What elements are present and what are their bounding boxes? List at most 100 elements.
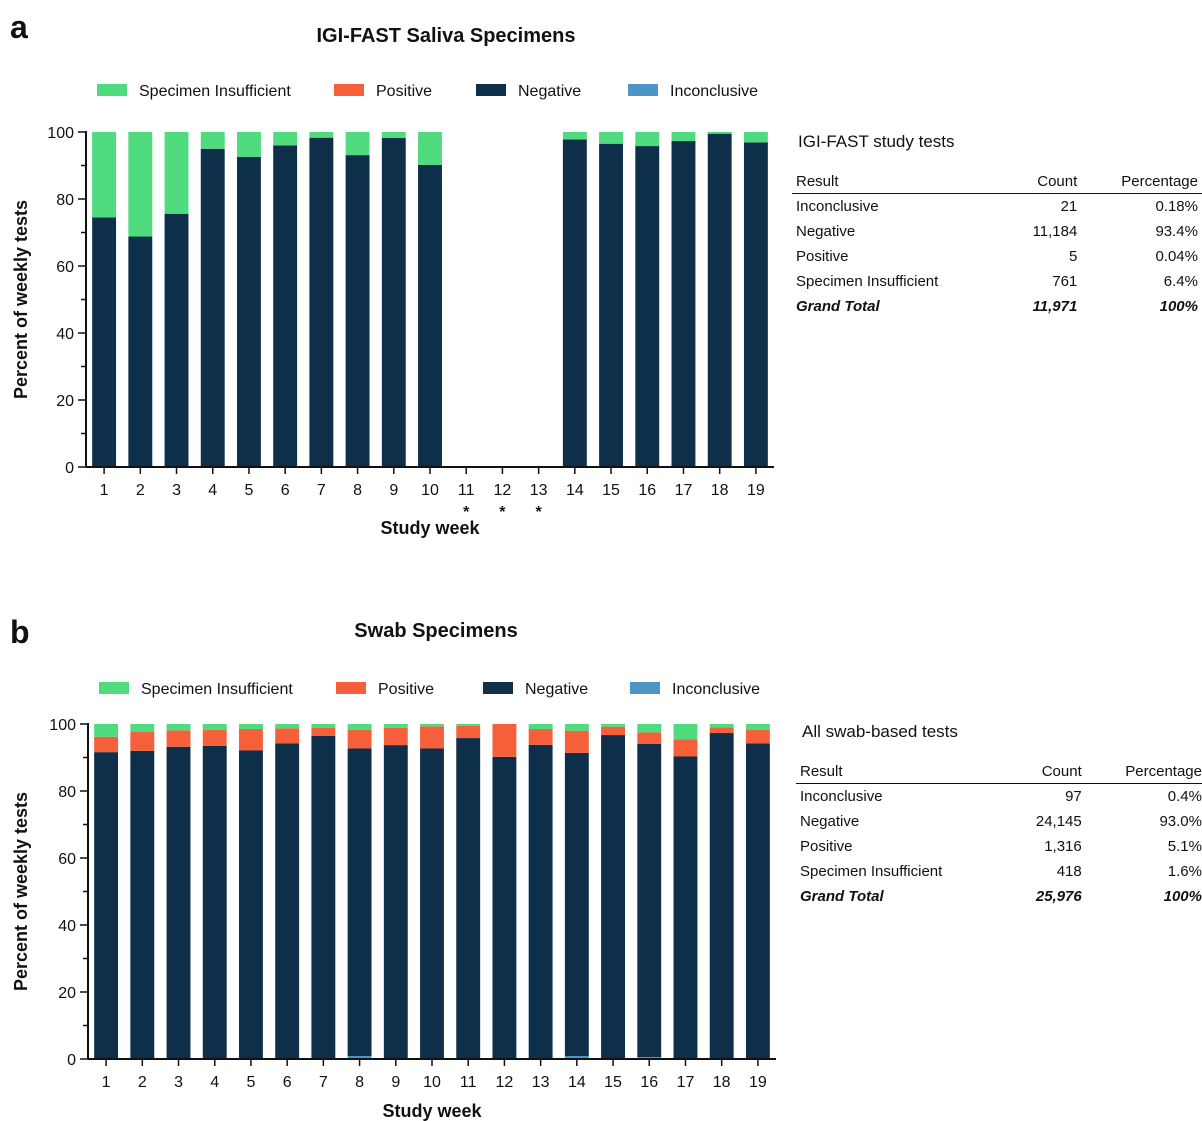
bar-segment: [564, 724, 589, 731]
bar-segment: [92, 217, 117, 467]
y-tick-label: 20: [58, 985, 76, 1002]
row-percentage: 0.04%: [1155, 248, 1198, 265]
bar-segment: [347, 748, 372, 1056]
legend-label: Inconclusive: [670, 83, 758, 100]
results-table: Result Count Percentage Inconclusive 21 …: [792, 170, 1202, 319]
x-tick-label: 19: [747, 482, 765, 499]
panel-a: a IGI-FAST Saliva Specimens Specimen Insuf…: [0, 0, 1202, 560]
table-row: Specimen Insufficient 418 1.6%: [796, 859, 1202, 884]
total-label: Grand Total: [796, 298, 880, 315]
bar-segment: [671, 132, 696, 142]
x-tick-label: 10: [423, 1074, 441, 1091]
bar-segment: [347, 730, 372, 749]
table-row: Positive 5 0.04%: [792, 244, 1202, 269]
bar-segment: [236, 156, 261, 468]
bar-segment: [528, 729, 553, 745]
row-count: 11,184: [1032, 223, 1078, 240]
y-axis-label: Percent of weekly tests: [11, 200, 31, 399]
bar-segment: [345, 132, 370, 156]
y-tick-label: 100: [47, 125, 74, 142]
table-row: Negative 24,145 93.0%: [796, 809, 1202, 834]
bar-segment: [456, 738, 481, 1059]
bar-segment: [420, 748, 444, 1059]
asterisk-note: *: [499, 504, 506, 521]
bar-segment: [673, 739, 698, 757]
x-tick-label: 9: [389, 482, 398, 499]
x-tick-label: 8: [353, 482, 362, 499]
x-tick-label: 11: [458, 482, 475, 499]
bar-segment: [599, 143, 624, 467]
bar-segment: [420, 724, 444, 727]
y-tick-label: 80: [58, 784, 76, 801]
chart-title: IGI-FAST Saliva Specimens: [317, 25, 576, 47]
bar-segment: [456, 724, 481, 727]
x-tick-label: 16: [638, 482, 656, 499]
x-axis-label: Study week: [382, 1101, 482, 1121]
x-axis-label: Study week: [380, 518, 480, 538]
bar-segment: [637, 1056, 662, 1059]
bar-segment: [599, 132, 624, 144]
x-tick-label: 18: [713, 1074, 731, 1091]
bar-segment: [635, 132, 660, 147]
bar-segment: [200, 132, 225, 149]
header-result: Result: [796, 760, 1010, 784]
bar-segment: [745, 724, 770, 731]
x-tick-label: 7: [319, 1074, 328, 1091]
asterisk-note: *: [463, 504, 470, 521]
table-total-row: Grand Total 11,971 100%: [792, 294, 1202, 319]
x-tick-label: 7: [317, 482, 326, 499]
bar-segment: [130, 732, 155, 751]
legend-swatch: [628, 84, 658, 96]
legend-label: Positive: [378, 681, 434, 698]
bar-segment: [564, 730, 589, 753]
bar-segment: [273, 145, 298, 467]
x-tick-label: 3: [174, 1074, 183, 1091]
bar-segment: [381, 132, 406, 139]
bar-segment: [709, 727, 734, 734]
row-percentage: 93.4%: [1155, 223, 1198, 240]
chart-title: Swab Specimens: [354, 620, 517, 642]
bar-segment: [383, 745, 408, 1059]
row-count: 5: [1068, 248, 1078, 265]
legend-label: Specimen Insufficient: [139, 83, 291, 100]
legend-label: Negative: [525, 681, 588, 698]
bar-segment: [637, 732, 662, 744]
bar-segment: [166, 724, 191, 731]
total-count: 25,976: [1035, 888, 1082, 905]
bar-segment: [311, 724, 336, 729]
y-tick-label: 0: [67, 1052, 76, 1069]
bar-segment: [92, 132, 117, 218]
bar-segment: [383, 724, 408, 728]
bar-segment: [238, 729, 263, 751]
x-tick-label: 13: [530, 482, 548, 499]
row-percentage: 93.0%: [1159, 813, 1202, 830]
x-tick-label: 13: [532, 1074, 550, 1091]
table-row: Negative 11,184 93.4%: [792, 219, 1202, 244]
x-tick-label: 17: [677, 1074, 695, 1091]
table-row: Positive 1,316 5.1%: [796, 834, 1202, 859]
legend-swatch: [630, 682, 660, 694]
header-count: Count: [1006, 170, 1082, 194]
x-tick-label: 11: [460, 1074, 477, 1091]
bar-segment: [166, 730, 191, 747]
row-result: Specimen Insufficient: [796, 273, 939, 290]
legend-swatch: [334, 84, 364, 96]
bar-segment: [128, 236, 153, 467]
total-label: Grand Total: [800, 888, 884, 905]
row-result: Positive: [800, 838, 853, 855]
saliva-chart: a IGI-FAST Saliva Specimens Specimen Insuf…: [10, 9, 774, 538]
table-row: Specimen Insufficient 761 6.4%: [792, 269, 1202, 294]
bar-segment: [347, 724, 372, 731]
bar-segment: [273, 132, 298, 146]
x-tick-label: 5: [244, 482, 253, 499]
x-tick-label: 6: [283, 1074, 292, 1091]
legend-swatch: [476, 84, 506, 96]
x-tick-label: 5: [246, 1074, 255, 1091]
bar-segment: [528, 744, 553, 1059]
x-tick-label: 8: [355, 1074, 364, 1091]
header-result: Result: [792, 170, 1007, 194]
bar-segment: [564, 1055, 589, 1059]
y-tick-label: 20: [56, 393, 74, 410]
x-tick-label: 17: [675, 482, 693, 499]
x-tick-label: 15: [602, 482, 620, 499]
